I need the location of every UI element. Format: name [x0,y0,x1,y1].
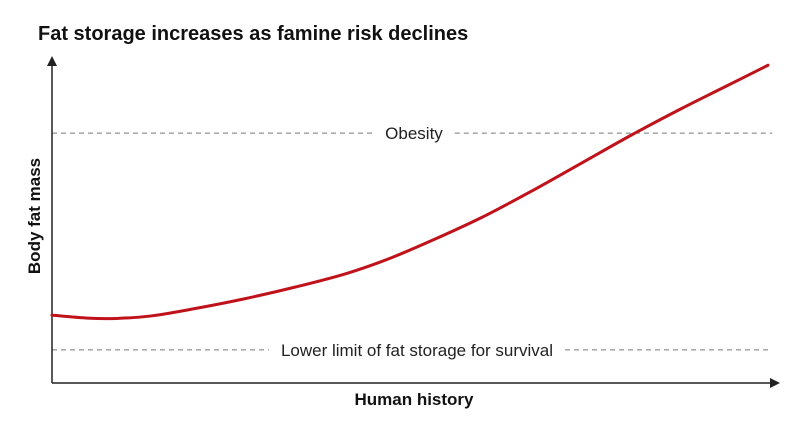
series-line-0 [50,63,770,321]
x-axis-label: Human history [354,390,474,409]
reference-lines: Obesity Lower limit of fat storage for su… [52,124,772,360]
reference-label-0: Obesity [385,124,443,143]
reference-label-1: Lower limit of fat storage for survival [281,341,553,360]
series-group [50,63,770,321]
chart-title: Fat storage increases as famine risk dec… [38,23,468,45]
y-axis-label: Body fat mass [25,158,44,274]
